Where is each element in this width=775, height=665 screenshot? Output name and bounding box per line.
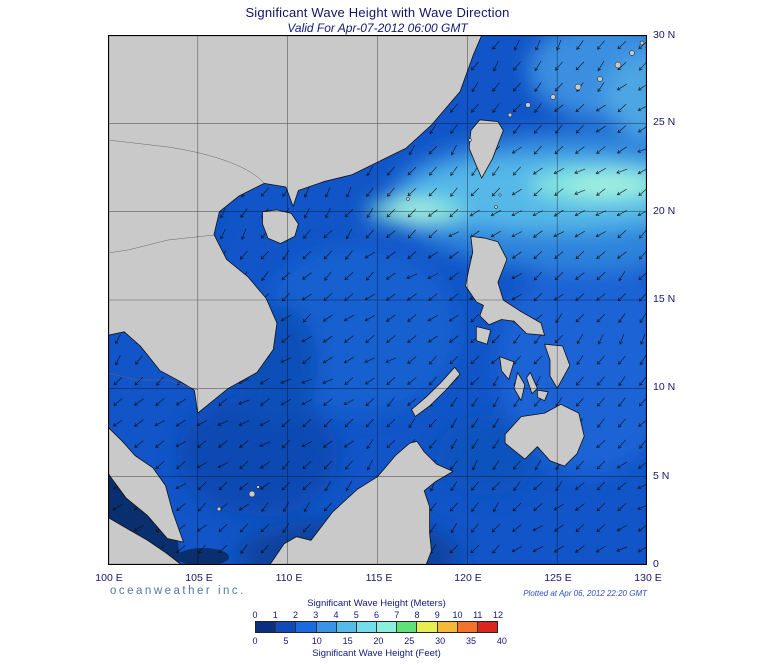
land-hainan	[262, 209, 299, 244]
legend-color-cell	[356, 622, 378, 632]
country-borders	[108, 139, 265, 391]
wave-height-map	[107, 34, 648, 566]
small-islands	[216, 40, 645, 512]
land-china-indochina	[108, 35, 483, 414]
land-masses	[108, 35, 645, 565]
land-taiwan	[468, 119, 504, 179]
legend-color-cell	[377, 622, 398, 632]
legend-color-cell	[316, 622, 337, 632]
legend-feet-label: Significant Wave Height (Feet)	[312, 648, 441, 659]
legend-color-cell	[256, 622, 277, 632]
legend-color-cell	[336, 622, 357, 632]
lat-label-30n: 30 N	[653, 29, 676, 41]
legend-color-cell	[437, 622, 458, 632]
legend-color-cell	[276, 622, 297, 632]
legend-color-cell	[477, 622, 498, 632]
legend-color-cell	[457, 622, 478, 632]
legend-feet-ticks: 0 5 10 15 20 25 30 35 40	[252, 636, 507, 646]
land-sumatra	[108, 516, 183, 565]
map-frame	[107, 34, 648, 566]
land-mindoro	[475, 326, 492, 345]
valid-time-subtitle: Valid For Apr-07-2012 06:00 GMT	[287, 21, 468, 35]
lat-label-0: 0	[653, 558, 659, 570]
lat-label-25n: 25 N	[653, 116, 676, 128]
legend-meters-label: Significant Wave Height (Meters)	[307, 598, 446, 609]
legend-color-cell	[296, 622, 317, 632]
lat-label-20n: 20 N	[653, 205, 676, 217]
grid-lines	[108, 35, 647, 565]
lat-label-10n: 10 N	[653, 381, 676, 393]
map-canvas	[107, 34, 648, 566]
land-panay	[499, 356, 515, 380]
legend-colorbar	[255, 621, 498, 633]
lon-label-125e: 125 E	[544, 572, 572, 584]
lon-label-120e: 120 E	[454, 572, 482, 584]
legend-color-cell	[397, 622, 418, 632]
land-borneo	[269, 440, 454, 565]
legend-meters-ticks: 0 1 2 3 4 5 6 7 8 9 10 11 12	[252, 610, 504, 620]
land-mindanao	[504, 403, 585, 467]
lon-label-115e: 115 E	[365, 572, 393, 584]
land-bohol	[536, 389, 549, 402]
plot-timestamp: Plotted at Apr 06, 2012 22:20 GMT	[523, 589, 647, 598]
page-title: Significant Wave Height with Wave Direct…	[245, 5, 510, 20]
lon-label-130e: 130 E	[634, 572, 662, 584]
land-negros	[513, 371, 526, 402]
lat-label-15n: 15 N	[653, 293, 676, 305]
land-palawan	[411, 366, 461, 418]
oceanweather-brand: oceanweather inc.	[110, 585, 246, 597]
lon-label-100e: 100 E	[95, 572, 123, 584]
land-malay-peninsula	[108, 426, 184, 543]
lat-label-5n: 5 N	[653, 470, 670, 482]
lon-label-105e: 105 E	[185, 572, 213, 584]
lon-label-110e: 110 E	[275, 572, 303, 584]
legend-color-cell	[417, 622, 438, 632]
